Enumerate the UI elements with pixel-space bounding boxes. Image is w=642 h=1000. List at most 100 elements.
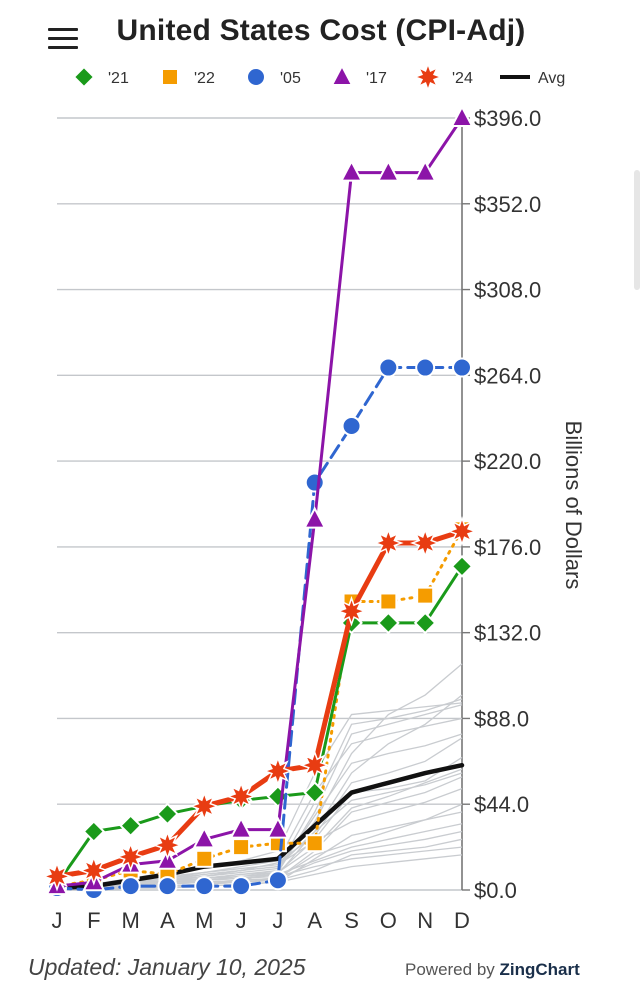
- data-point-05[interactable]: [120, 876, 141, 897]
- series-line-17: [55, 116, 464, 888]
- data-point-05[interactable]: [415, 357, 436, 378]
- data-point-05[interactable]: [378, 357, 399, 378]
- data-point-17[interactable]: [339, 159, 364, 182]
- legend-label[interactable]: '05: [280, 70, 301, 87]
- data-point-21[interactable]: [450, 554, 474, 578]
- data-point-17[interactable]: [413, 159, 437, 182]
- legend-marker-22[interactable]: [161, 68, 179, 86]
- y-tick-label: $176.0: [474, 535, 541, 560]
- data-point-05[interactable]: [231, 876, 252, 897]
- legend-marker-24[interactable]: [412, 61, 444, 93]
- data-point-21[interactable]: [82, 820, 106, 843]
- y-axis-label: Billions of Dollars: [561, 421, 586, 590]
- data-point-24[interactable]: [41, 861, 73, 892]
- data-point-22[interactable]: [379, 592, 398, 611]
- data-point-17[interactable]: [450, 104, 474, 127]
- data-point-17[interactable]: [376, 159, 401, 182]
- data-point-24[interactable]: [262, 755, 294, 787]
- series-05: [47, 357, 472, 900]
- data-point-05[interactable]: [267, 870, 288, 891]
- data-point-21[interactable]: [119, 814, 143, 838]
- data-point-17[interactable]: [303, 506, 327, 529]
- data-point-22[interactable]: [232, 838, 251, 857]
- data-point-17[interactable]: [229, 816, 253, 839]
- data-point-22[interactable]: [416, 586, 435, 605]
- y-tick-label: $264.0: [474, 363, 541, 388]
- data-point-21[interactable]: [156, 802, 179, 826]
- x-tick-label: M: [195, 908, 213, 933]
- legend-item-17[interactable]: '17: [330, 63, 387, 87]
- data-point-17[interactable]: [266, 816, 290, 839]
- legend-label[interactable]: '24: [452, 70, 473, 87]
- x-tick-label: N: [417, 908, 433, 933]
- x-tick-label: A: [160, 908, 175, 933]
- x-tick-label: F: [87, 908, 100, 933]
- data-point-24[interactable]: [373, 527, 404, 559]
- x-tick-label: J: [236, 908, 247, 933]
- legend-label[interactable]: '17: [366, 70, 387, 87]
- x-tick-label: D: [454, 908, 470, 933]
- data-point-21[interactable]: [413, 611, 437, 635]
- y-tick-label: $308.0: [474, 278, 541, 303]
- data-point-21[interactable]: [303, 781, 327, 804]
- y-tick-label: $352.0: [474, 192, 541, 217]
- legend-marker-05[interactable]: [246, 67, 266, 87]
- data-point-24[interactable]: [78, 855, 110, 886]
- data-point-05[interactable]: [341, 416, 362, 437]
- legend-item-22[interactable]: '22: [161, 68, 215, 87]
- data-point-22[interactable]: [305, 834, 324, 853]
- powered-by-prefix: Powered by: [405, 960, 500, 979]
- data-point-22[interactable]: [195, 849, 214, 868]
- series-24: [41, 516, 478, 892]
- menu-icon[interactable]: [48, 26, 82, 52]
- zingchart-brand[interactable]: ZingChart: [499, 960, 580, 979]
- legend-item-05[interactable]: '05: [246, 67, 301, 87]
- data-point-05[interactable]: [157, 876, 178, 897]
- y-tick-label: $132.0: [474, 621, 541, 646]
- background-series-line: [56, 811, 463, 891]
- chart-title: United States Cost (CPI-Adj): [116, 14, 526, 47]
- data-point-24[interactable]: [189, 790, 220, 822]
- series-21: [45, 554, 474, 896]
- x-tick-label: S: [344, 908, 359, 933]
- data-point-24[interactable]: [225, 781, 257, 812]
- legend-item-21[interactable]: '21: [72, 65, 129, 89]
- x-tick-label: J: [52, 908, 63, 933]
- data-point-24[interactable]: [115, 841, 146, 873]
- legend-label[interactable]: Avg: [538, 70, 565, 87]
- legend-item-24[interactable]: '24: [412, 61, 473, 93]
- x-tick-label: J: [272, 908, 283, 933]
- data-point-21[interactable]: [376, 611, 400, 635]
- y-tick-label: $0.0: [474, 878, 517, 903]
- series-22: [48, 520, 471, 896]
- data-point-05[interactable]: [194, 876, 215, 897]
- data-point-05[interactable]: [452, 357, 472, 378]
- y-tick-label: $396.0: [474, 106, 541, 131]
- background-series-line: [56, 737, 463, 891]
- y-tick-label: $220.0: [474, 449, 541, 474]
- data-point-24[interactable]: [446, 516, 478, 547]
- grid: [57, 117, 470, 891]
- legend-label[interactable]: '22: [194, 70, 215, 87]
- data-point-24[interactable]: [409, 527, 441, 559]
- legend-marker-21[interactable]: [72, 65, 96, 89]
- data-point-05[interactable]: [304, 472, 325, 493]
- data-point-24[interactable]: [336, 595, 367, 627]
- scrollbar[interactable]: [634, 170, 640, 290]
- data-point-17[interactable]: [192, 826, 216, 849]
- x-tick-label: M: [121, 908, 139, 933]
- powered-by[interactable]: Powered by ZingChart: [405, 960, 580, 980]
- data-point-24[interactable]: [299, 749, 330, 781]
- legend-item-avg[interactable]: Avg: [500, 70, 565, 87]
- y-tick-label: $88.0: [474, 706, 529, 731]
- legend-marker-17[interactable]: [330, 63, 354, 86]
- x-tick-label: A: [307, 908, 322, 933]
- data-point-24[interactable]: [152, 829, 183, 861]
- series-line-05: [55, 366, 464, 892]
- legend: '21 '22 '05 '17 '24 Avg: [72, 61, 565, 93]
- x-tick-label: O: [380, 908, 397, 933]
- legend-label[interactable]: '21: [108, 70, 129, 87]
- updated-text: Updated: January 10, 2025: [28, 954, 306, 980]
